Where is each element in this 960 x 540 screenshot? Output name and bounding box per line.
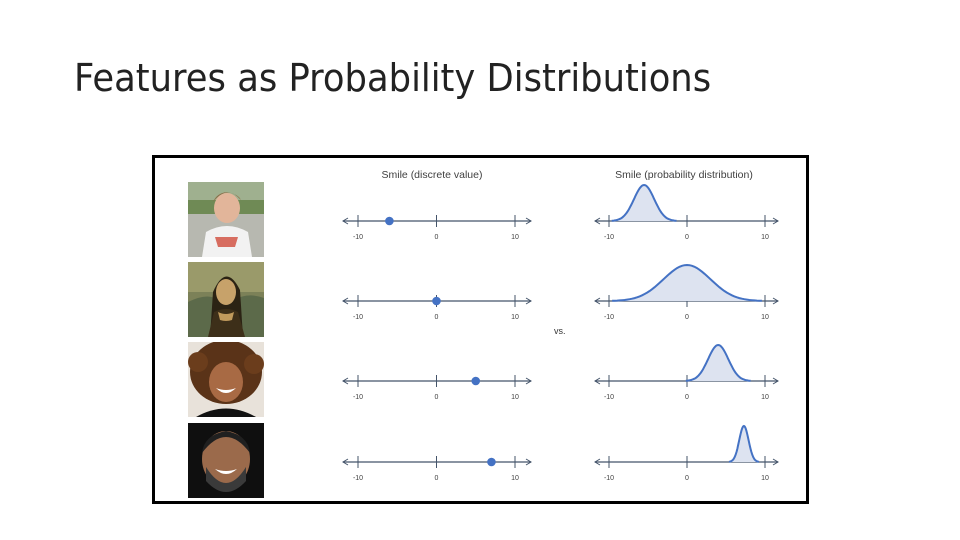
vs-label: vs. (554, 326, 566, 336)
distribution-curve (685, 343, 751, 382)
distribution-row-2-tick-label: 10 (761, 314, 769, 321)
distribution-row-4-tick-label: -10 (604, 475, 614, 482)
discrete-row-3-arrow-right-icon (525, 377, 532, 385)
distribution-row-4-tick-label: 10 (761, 475, 769, 482)
boy-white-shirt-photo (188, 182, 264, 257)
slide-title: Features as Probability Distributions (74, 56, 712, 100)
distribution-row-4-arrow-right-icon (772, 458, 779, 466)
distribution-row-1-tick-label: -10 (604, 234, 614, 241)
discrete-row-1-tick-label: 10 (511, 234, 519, 241)
discrete-value-dot (432, 296, 441, 306)
chart-canvas: Smile (discrete value) Smile (probabilit… (342, 169, 779, 482)
discrete-row-3-arrow-left-icon (342, 377, 349, 385)
distribution-row-2-tick-label: -10 (604, 314, 614, 321)
discrete-value-dot (471, 376, 481, 386)
distribution-row-3-tick-label: -10 (604, 394, 614, 401)
distribution-row-1-tick-label: 10 (761, 234, 769, 241)
distribution-row-2-arrow-left-icon (594, 297, 601, 305)
discrete-row-4-tick-label: 10 (511, 475, 519, 482)
mona-lisa-portrait (188, 262, 264, 337)
distribution-row-3-arrow-left-icon (594, 377, 601, 385)
discrete-row-3-tick-label: -10 (353, 394, 363, 401)
distribution-area (729, 426, 759, 462)
distribution-row-1-tick-label: 0 (685, 234, 689, 241)
distribution-curve (611, 183, 677, 222)
distribution-row-3-tick-label: 0 (685, 394, 689, 401)
discrete-row-4-tick-label: 0 (435, 475, 439, 482)
distribution-row-4-tick-label: 0 (685, 475, 689, 482)
distribution-row-2-tick-label: 0 (685, 314, 689, 321)
discrete-row-2-arrow-right-icon (525, 297, 532, 305)
distribution-area (685, 345, 751, 381)
discrete-value-dot (385, 216, 394, 226)
discrete-row-1-arrow-right-icon (525, 217, 532, 225)
curly-hair-girl-photo (188, 342, 264, 417)
discrete-row-3-tick-label: 0 (435, 394, 439, 401)
discrete-row-1-tick-label: -10 (353, 234, 363, 241)
distribution-row-3-tick-label: 10 (761, 394, 769, 401)
discrete-row-4-arrow-left-icon (342, 458, 349, 466)
discrete-row-2-arrow-left-icon (342, 297, 349, 305)
discrete-row-2-tick-label: 10 (511, 314, 519, 321)
discrete-value-dot (487, 457, 496, 467)
distribution-area (611, 185, 677, 221)
distribution-row-2-arrow-right-icon (772, 297, 779, 305)
discrete-row-4-tick-label: -10 (353, 475, 363, 482)
discrete-row-2-tick-label: -10 (353, 314, 363, 321)
discrete-panel-title: Smile (discrete value) (382, 169, 483, 181)
figure-frame: Smile (discrete value) Smile (probabilit… (152, 155, 809, 504)
laughing-man-photo (188, 423, 264, 498)
distribution-row-4-arrow-left-icon (594, 458, 601, 466)
distribution-panel-title: Smile (probability distribution) (615, 169, 753, 181)
distribution-curve (612, 263, 762, 302)
distribution-area (612, 265, 762, 301)
discrete-row-2-tick-label: 0 (435, 314, 439, 321)
distribution-curve (728, 424, 760, 463)
distribution-row-3-arrow-right-icon (772, 377, 779, 385)
discrete-row-4-arrow-right-icon (525, 458, 532, 466)
distribution-row-1-arrow-right-icon (772, 217, 779, 225)
discrete-row-3-tick-label: 10 (511, 394, 519, 401)
distribution-row-1-arrow-left-icon (594, 217, 601, 225)
discrete-row-1-arrow-left-icon (342, 217, 349, 225)
discrete-row-1-tick-label: 0 (435, 234, 439, 241)
